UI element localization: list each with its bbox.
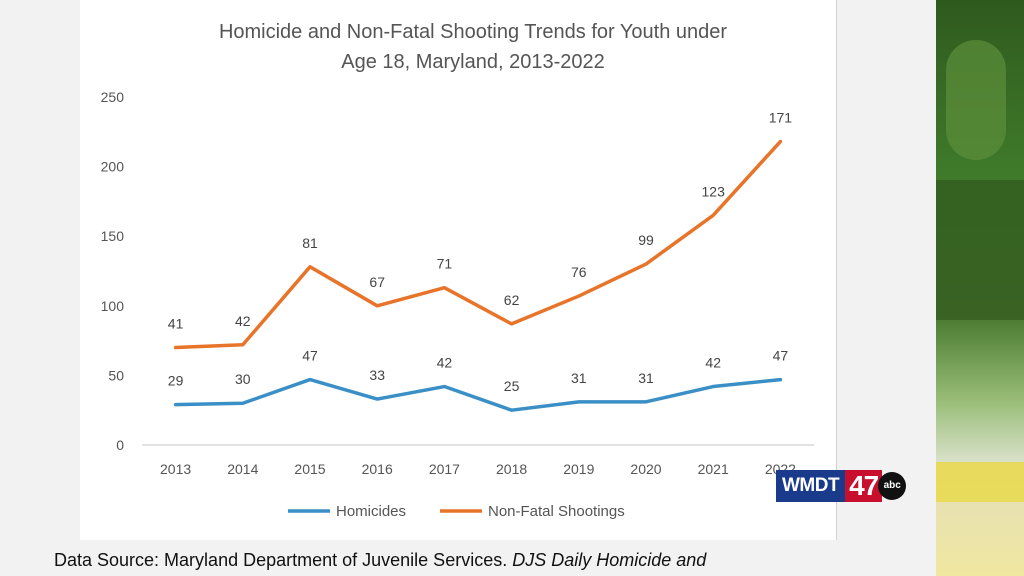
line-chart: Homicide and Non-Fatal Shooting Trends f… — [101, 21, 814, 520]
data-label: 99 — [638, 232, 654, 248]
x-tick-label: 2017 — [429, 461, 460, 477]
data-label: 123 — [702, 183, 726, 199]
data-label: 31 — [638, 370, 654, 386]
legend-label: Homicides — [336, 503, 406, 520]
source-italic-title: DJS Daily Homicide and — [512, 550, 707, 570]
data-label: 33 — [369, 367, 385, 383]
data-label: 42 — [705, 355, 721, 371]
data-label: 25 — [504, 378, 520, 394]
series-line-homicides — [173, 377, 783, 412]
y-tick-label: 200 — [101, 159, 125, 175]
data-label: 41 — [168, 316, 184, 332]
legend-label: Non-Fatal Shootings — [488, 503, 625, 520]
abc-network-icon: abc — [878, 472, 907, 500]
station-logo: WMDT 47 abc — [776, 470, 907, 502]
x-tick-label: 2018 — [496, 461, 527, 477]
legend: Homicides Non-Fatal Shootings — [288, 503, 625, 520]
data-label: 171 — [769, 110, 793, 126]
source-prefix: Data Source: Maryland Department of Juve… — [54, 550, 513, 570]
x-axis: 2013 2014 2015 2016 2017 2018 2019 2020 2021 2022 — [160, 461, 796, 477]
data-label: 29 — [168, 373, 184, 389]
chart-title-line-2: Age 18, Maryland, 2013-2022 — [341, 51, 605, 73]
background-video-scene — [936, 0, 1024, 576]
data-label: 47 — [773, 348, 789, 364]
y-tick-label: 250 — [101, 89, 125, 105]
data-label: 47 — [302, 348, 318, 364]
data-label: 81 — [302, 235, 318, 251]
data-label: 62 — [504, 292, 520, 308]
series-line-non-fatal-shootings — [173, 139, 783, 350]
data-source-caption: Data Source: Maryland Department of Juve… — [54, 550, 954, 571]
y-tick-label: 100 — [101, 298, 125, 314]
x-tick-label: 2015 — [294, 461, 325, 477]
chart-title-line-1: Homicide and Non-Fatal Shooting Trends f… — [219, 21, 727, 43]
y-axis: 0 50 100 150 200 250 — [101, 89, 125, 453]
police-tape — [936, 462, 1024, 502]
chart-panel: Homicide and Non-Fatal Shooting Trends f… — [80, 0, 837, 540]
data-label: 42 — [437, 355, 453, 371]
series-layer: 29 30 47 33 42 25 31 31 42 47 41 42 81 67 71 62 76 99 123 1… — [168, 110, 793, 412]
tree-shadow — [936, 180, 1024, 320]
station-call-letters: WMDT — [776, 470, 846, 502]
tree-foliage — [946, 40, 1006, 160]
data-label: 30 — [235, 371, 251, 387]
x-tick-label: 2013 — [160, 461, 191, 477]
data-label: 31 — [571, 370, 587, 386]
y-tick-label: 50 — [108, 367, 124, 383]
x-tick-label: 2014 — [227, 461, 258, 477]
data-label: 42 — [235, 313, 251, 329]
data-label: 76 — [571, 264, 587, 280]
y-tick-label: 150 — [101, 228, 125, 244]
x-tick-label: 2020 — [630, 461, 661, 477]
y-tick-label: 0 — [116, 437, 124, 453]
x-tick-label: 2019 — [563, 461, 594, 477]
x-tick-label: 2021 — [698, 461, 729, 477]
station-number: 47 — [845, 470, 883, 502]
x-tick-label: 2016 — [362, 461, 393, 477]
data-label: 67 — [369, 274, 385, 290]
data-label: 71 — [437, 256, 453, 272]
